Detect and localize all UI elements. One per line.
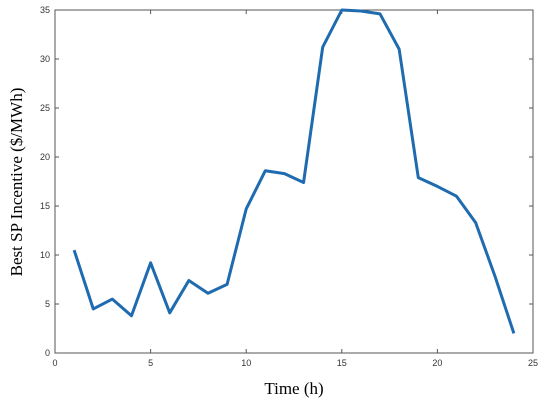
- y-tick-label: 5: [45, 299, 50, 309]
- plot-frame: [54, 9, 534, 354]
- y-tick-label: 0: [45, 348, 50, 358]
- y-axis-label: Best SP Incentive ($/MWh): [7, 88, 26, 277]
- x-axis-label: Time (h): [264, 379, 323, 398]
- y-tick-label: 35: [40, 5, 50, 15]
- y-tick-label: 25: [40, 103, 50, 113]
- x-tick-label: 5: [148, 358, 153, 368]
- x-tick-label: 10: [241, 358, 251, 368]
- x-tick-label: 15: [337, 358, 347, 368]
- y-tick-label: 10: [40, 250, 50, 260]
- y-tick-label: 15: [40, 201, 50, 211]
- y-tick-label: 30: [40, 54, 50, 64]
- x-tick-label: 0: [52, 358, 57, 368]
- x-tick-label: 20: [432, 358, 442, 368]
- x-tick-label: 25: [528, 358, 538, 368]
- y-tick-label: 20: [40, 152, 50, 162]
- data-line: [72, 8, 516, 334]
